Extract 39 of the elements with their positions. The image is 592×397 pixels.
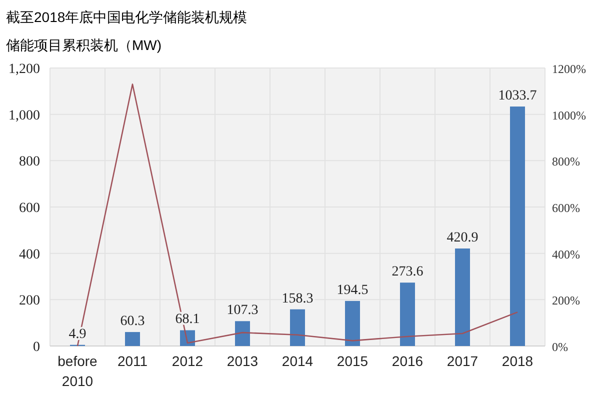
data-label: 60.3 bbox=[120, 314, 145, 330]
bar bbox=[510, 106, 525, 346]
y2-tick-label: 1200% bbox=[552, 62, 586, 76]
x-tick-label: 2011 bbox=[117, 353, 148, 369]
y2-tick-label: 1000% bbox=[552, 108, 586, 122]
y2-tick-label: 600% bbox=[552, 201, 580, 215]
y2-tick-label: 800% bbox=[552, 154, 580, 169]
x-tick-label: 2017 bbox=[446, 353, 478, 369]
x-tick-label: 2012 bbox=[172, 353, 204, 369]
y-tick-label: 0 bbox=[33, 340, 40, 355]
data-label: 158.3 bbox=[282, 291, 314, 306]
bar bbox=[400, 282, 415, 346]
x-tick-label: 2018 bbox=[502, 353, 534, 369]
data-label: 1033.7 bbox=[498, 88, 537, 104]
y-tick-label: 600 bbox=[19, 201, 40, 216]
x-tick-label: 2016 bbox=[392, 353, 424, 369]
x-tick-label: before 2010 bbox=[58, 353, 98, 389]
bar bbox=[290, 309, 305, 346]
y2-tick-label: 400% bbox=[552, 247, 580, 262]
bar bbox=[455, 248, 470, 346]
data-label: 420.9 bbox=[446, 230, 478, 246]
x-tick-label: 2014 bbox=[282, 353, 314, 369]
y2-tick-label: 200% bbox=[552, 294, 580, 308]
bar bbox=[125, 332, 140, 346]
y-tick-label: 200 bbox=[19, 294, 40, 309]
data-label: 194.5 bbox=[336, 282, 368, 298]
chart-subtitle: 储能项目累积装机（MW) bbox=[6, 37, 162, 53]
y-tick-label: 1,200 bbox=[8, 62, 40, 77]
y-tick-label: 800 bbox=[19, 154, 40, 170]
x-tick-label: 2015 bbox=[336, 353, 368, 369]
chart-title: 截至2018年底中国电化学储能装机规模 bbox=[6, 9, 248, 25]
y-tick-label: 400 bbox=[19, 247, 40, 262]
y-tick-label: 1,000 bbox=[8, 108, 40, 124]
y2-tick-label: 0% bbox=[552, 340, 568, 354]
data-label: 273.6 bbox=[392, 264, 424, 280]
x-tick-label: 2013 bbox=[226, 353, 258, 369]
bar bbox=[235, 321, 250, 346]
data-label: 107.3 bbox=[226, 303, 258, 318]
bar bbox=[345, 300, 360, 346]
